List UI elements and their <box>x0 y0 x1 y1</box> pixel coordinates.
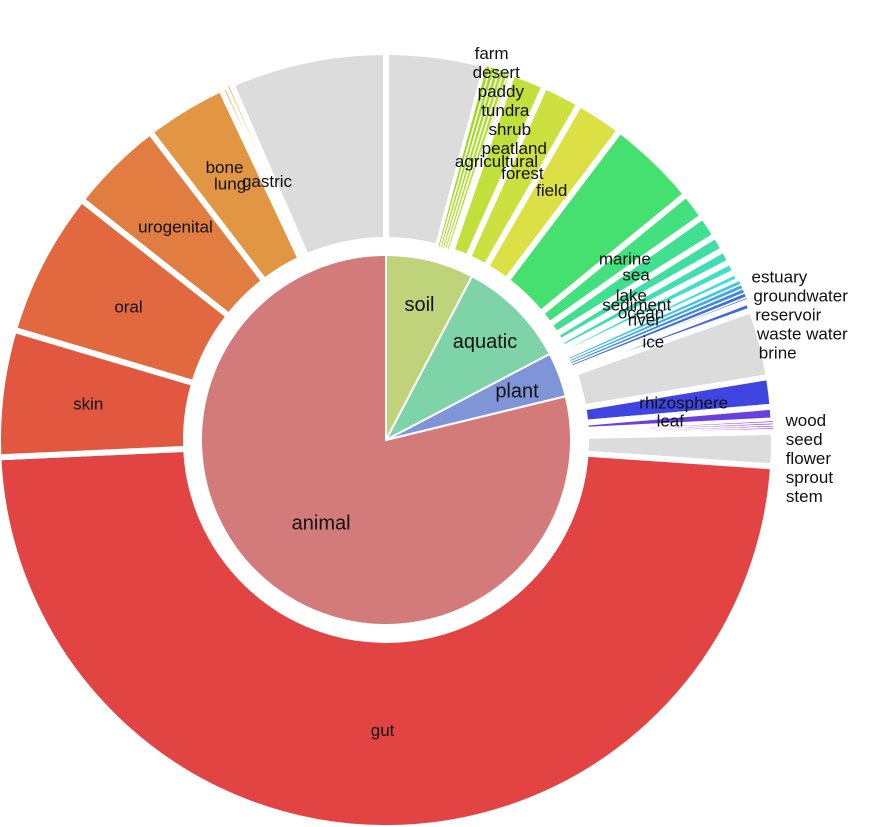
outer-label-urogenital: urogenital <box>138 217 213 236</box>
outer-label-skin: skin <box>73 395 103 414</box>
outer-label-sediment: sediment <box>602 295 671 314</box>
outer-label-agricultural: agricultural <box>455 152 538 171</box>
outer-label-paddy: paddy <box>478 82 525 101</box>
outer-label-ice: ice <box>643 332 665 351</box>
inner-label-animal: animal <box>292 513 351 535</box>
outer-ring <box>0 48 778 827</box>
outer-label-seed: seed <box>786 430 823 449</box>
outer-label-peatland: peatland <box>482 139 547 158</box>
outer-label-desert: desert <box>473 63 521 82</box>
outer-label-wood: wood <box>785 411 827 430</box>
outer-label-tundra: tundra <box>481 101 530 120</box>
inner-label-plant: plant <box>495 381 539 403</box>
outer-label-sea: sea <box>622 265 650 284</box>
inner-slice-aquatic <box>383 274 552 443</box>
outer-label-waste-water: waste water <box>756 324 848 343</box>
outer-label-brine: brine <box>759 343 797 362</box>
outer-label-stem: stem <box>786 487 823 506</box>
outer-label-flower: flower <box>786 449 832 468</box>
outer-label-gut: gut <box>371 721 395 740</box>
outer-label-farm: farm <box>475 44 509 63</box>
labels: farmdesertpaddytundrashrubpeatlandagricu… <box>73 44 848 740</box>
inner-ring <box>200 253 572 626</box>
outer-label-ocean: ocean <box>618 304 664 323</box>
outer-label-leaf: leaf <box>657 412 685 431</box>
outer-label-field: field <box>536 181 567 200</box>
outer-label-river: river <box>628 311 661 330</box>
outer-label-lung: lung <box>214 175 246 194</box>
inner-slice-animal <box>200 253 572 626</box>
outer-label-estuary: estuary <box>752 267 808 286</box>
outer-label-groundwater: groundwater <box>753 286 848 305</box>
outer-label-sprout: sprout <box>786 468 834 487</box>
inner-label-soil: soil <box>404 294 434 316</box>
outer-label-shrub: shrub <box>489 120 532 139</box>
outer-slice-gut <box>0 445 777 827</box>
outer-label-rhizosphere: rhizosphere <box>639 394 728 413</box>
outer-label-lake: lake <box>616 286 647 305</box>
outer-slice-other-39 <box>227 48 389 261</box>
outer-label-gastric: gastric <box>242 172 293 191</box>
outer-label-bone: bone <box>206 158 244 177</box>
inner-label-aquatic: aquatic <box>453 331 518 353</box>
outer-label-forest: forest <box>501 164 544 183</box>
outer-label-oral: oral <box>114 298 142 317</box>
outer-label-marine: marine <box>599 249 651 268</box>
outer-label-reservoir: reservoir <box>755 305 821 324</box>
